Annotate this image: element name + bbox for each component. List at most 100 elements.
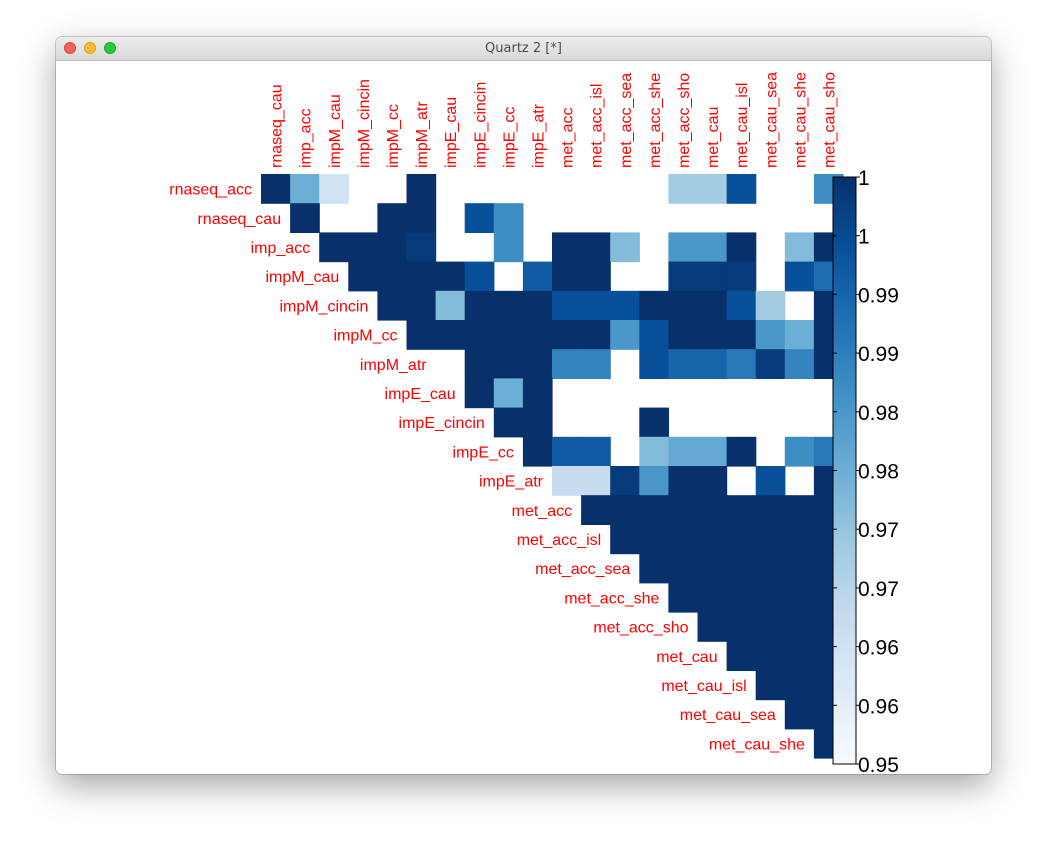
- heatmap-cell: [726, 261, 757, 292]
- heatmap-cell: [377, 261, 408, 292]
- heatmap-cell: [639, 436, 669, 467]
- heatmap-cell: [581, 320, 611, 350]
- heatmap-cell: [726, 524, 757, 555]
- title-bar: Quartz 2 [*]: [56, 37, 991, 61]
- heatmap-cell: [726, 232, 757, 263]
- heatmap-cell: [493, 349, 524, 379]
- heatmap-cell: [697, 349, 728, 379]
- heatmap-cell: [552, 261, 582, 292]
- heatmap-cell: [522, 407, 553, 438]
- heatmap-cell: [319, 174, 349, 204]
- heatmap-cell: [784, 670, 815, 701]
- column-label: met_cau: [705, 107, 722, 168]
- colorbar-tick-label: 0.96: [858, 637, 899, 660]
- heatmap-cell: [784, 582, 815, 613]
- column-label: met_cau_sea: [763, 72, 780, 168]
- column-label: impE_cc: [501, 107, 518, 168]
- heatmap-cell: [522, 261, 553, 292]
- heatmap-cell: [581, 466, 611, 496]
- heatmap-cell: [290, 203, 320, 233]
- row-label: met_acc_she: [564, 590, 659, 607]
- heatmap-cell: [435, 320, 466, 350]
- heatmap-cell: [668, 466, 699, 496]
- heatmap-cell: [755, 349, 786, 379]
- colorbar-tick-label: 0.98: [858, 461, 899, 484]
- heatmap-cell: [668, 436, 699, 467]
- heatmap-cell: [668, 553, 699, 584]
- heatmap-cell: [610, 290, 640, 321]
- heatmap-cell: [639, 495, 669, 525]
- window-title: Quartz 2 [*]: [485, 41, 562, 56]
- heatmap-cell: [464, 290, 495, 321]
- column-label: impM_cc: [385, 104, 402, 168]
- row-label: met_cau_isl: [661, 678, 746, 695]
- column-label: met_cau_sho: [821, 72, 838, 168]
- row-label: met_acc_sea: [535, 561, 630, 578]
- heatmap-cell: [639, 466, 669, 496]
- heatmap-cell: [784, 320, 815, 350]
- heatmap-cell: [639, 553, 669, 584]
- heatmap-cell: [697, 320, 728, 350]
- row-label: rnaseq_cau: [197, 211, 281, 228]
- row-label: impE_cau: [385, 386, 456, 403]
- heatmap-cell: [552, 436, 582, 467]
- heatmap-cell: [668, 174, 699, 204]
- colorbar-tick-label: 0.97: [858, 578, 899, 601]
- close-button[interactable]: [64, 42, 76, 54]
- colorbar-tick-label: 0.99: [858, 343, 899, 366]
- zoom-button[interactable]: [104, 42, 116, 54]
- heatmap-cell: [726, 641, 757, 671]
- heatmap-cell: [668, 261, 699, 292]
- heatmap-cell: [552, 290, 582, 321]
- heatmap-cell: [726, 553, 757, 584]
- heatmap-cell: [755, 582, 786, 613]
- heatmap-cell: [784, 553, 815, 584]
- heatmap-cell: [755, 670, 786, 701]
- heatmap-cell: [581, 290, 611, 321]
- column-label: met_cau_she: [792, 72, 809, 168]
- column-label: impM_cincin: [356, 79, 373, 168]
- heatmap-cell: [639, 290, 669, 321]
- minimize-button[interactable]: [84, 42, 96, 54]
- heatmap-cell: [697, 553, 728, 584]
- heatmap-cell: [784, 436, 815, 467]
- heatmap-cell: [784, 261, 815, 292]
- heatmap-cell: [726, 612, 757, 642]
- heatmap-cell: [435, 290, 466, 321]
- heatmap-cell: [784, 612, 815, 642]
- heatmap-cell: [697, 436, 728, 467]
- heatmap-cell: [639, 524, 669, 555]
- heatmap-cell: [697, 174, 728, 204]
- heatmap-cell: [348, 232, 378, 263]
- row-label: met_cau_she: [709, 736, 805, 753]
- row-label: impM_cau: [265, 269, 339, 286]
- row-label: impE_cc: [453, 444, 514, 461]
- colorbar-tick-label: 0.95: [858, 754, 899, 774]
- column-label: impM_cau: [327, 94, 344, 168]
- heatmap-cell: [290, 174, 320, 204]
- heatmap-cell: [435, 261, 466, 292]
- column-label: rnaseq_cau: [269, 84, 286, 168]
- column-label: imp_acc: [298, 108, 315, 168]
- heatmap-cell: [726, 582, 757, 613]
- heatmap-cell: [726, 290, 757, 321]
- heatmap-cell: [784, 524, 815, 555]
- row-label: met_acc_isl: [517, 532, 601, 549]
- heatmap-cell: [493, 232, 524, 263]
- row-label: met_acc_sho: [593, 620, 688, 637]
- heatmap-cell: [522, 349, 553, 379]
- heatmap-cell: [755, 612, 786, 642]
- row-label: met_cau_sea: [680, 707, 776, 724]
- row-label: impM_atr: [360, 357, 427, 374]
- heatmap-cell: [406, 320, 437, 350]
- column-label: met_cau_isl: [734, 83, 751, 168]
- heatmap-cell: [610, 524, 640, 555]
- heatmap-cell: [552, 232, 582, 263]
- column-label: met_acc_she: [647, 73, 664, 168]
- heatmap-cell: [522, 436, 553, 467]
- plot-window: Quartz 2 [*] rnaseq_acc rnaseq_cau imp_acc…: [56, 37, 991, 774]
- heatmap-cell: [348, 261, 378, 292]
- heatmap-cell: [697, 261, 728, 292]
- heatmap-cell: [406, 261, 437, 292]
- heatmap-cell: [581, 349, 611, 379]
